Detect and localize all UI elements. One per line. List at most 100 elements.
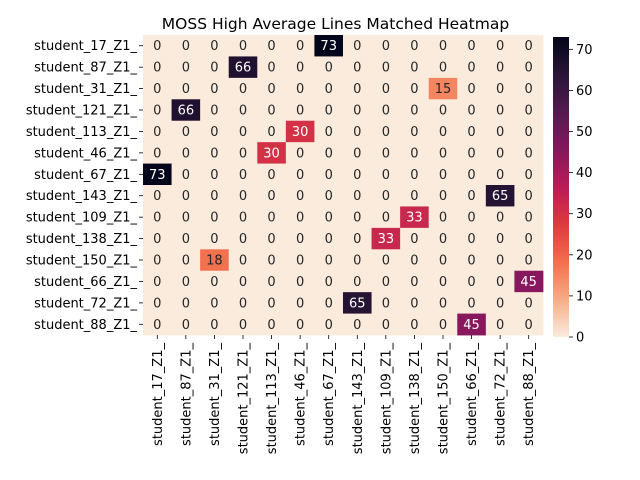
cell-value-label: 0 [410,82,418,97]
heatmap-cell [200,249,230,272]
cell-value-label: 0 [210,146,218,161]
cell-value-label: 0 [439,104,447,119]
cell-value-label: 0 [525,146,533,161]
colorbar-tick-label: 0 [576,331,584,346]
heatmap-cell [228,77,258,100]
heatmap-cell [314,249,344,272]
heatmap-cell [200,120,230,143]
cell-value-label: 0 [467,146,475,161]
y-tick-label: student_67_Z1_ [34,168,137,183]
heatmap-cell [228,206,258,229]
cell-value-label: 0 [239,82,247,97]
x-tick-labels: student_17_Z1_ student_87_Z1_ student_31_Z… [151,335,537,454]
heatmap-cell [342,142,372,164]
cell-value-label: 0 [182,189,190,204]
heatmap-cell [143,227,172,250]
heatmap-cell [342,270,372,293]
heatmap-cell [314,270,344,293]
heatmap-cell [428,163,458,186]
heatmap-cell [257,313,287,336]
cell-value-label: 0 [267,211,275,226]
heatmap-cell [400,249,430,272]
cell-value-label: 0 [496,254,504,269]
heatmap-cell [514,142,544,164]
heatmap-cell [371,99,401,122]
cell-value-label: 0 [439,146,447,161]
heatmap-cell [171,35,201,57]
heatmap-cell [457,77,487,100]
colorbar-tick-label: 30 [576,207,593,222]
heatmap-cell [285,313,315,336]
heatmap-cell [371,35,401,57]
cell-value-label: 0 [353,211,361,226]
cell-value-label: 73 [320,39,337,54]
cell-value-label: 0 [153,275,161,290]
cell-value-label: 0 [410,39,418,54]
cell-value-label: 0 [153,189,161,204]
heatmap-cell [457,163,487,186]
cell-value-label: 0 [439,296,447,311]
cell-value-label: 0 [239,275,247,290]
heatmap-cell [485,99,515,122]
heatmap-cell [285,56,315,79]
heatmap-cell [257,56,287,79]
cell-value-label: 0 [353,232,361,247]
cell-value-label: 0 [182,296,190,311]
cell-value-label: 0 [467,275,475,290]
heatmap-cell [400,163,430,186]
heatmap-cell [400,77,430,100]
heatmap-cell [171,227,201,250]
heatmap-cell [200,206,230,229]
cell-value-label: 0 [182,39,190,54]
cell-value-label: 0 [239,254,247,269]
cell-value-label: 0 [267,318,275,333]
cell-value-label: 65 [492,189,509,204]
heatmap-cell [171,292,201,314]
cell-value-label: 0 [153,146,161,161]
cell-value-label: 0 [210,104,218,119]
heatmap-cell [285,35,315,57]
x-tick-label: student_150_Z1_ [436,343,451,455]
cell-value-label: 0 [467,211,475,226]
cell-value-label: 0 [410,254,418,269]
x-tick-label: student_87_Z1_ [179,343,194,446]
cell-value-label: 0 [382,39,390,54]
y-tick-label: student_31_Z1_ [34,82,137,97]
y-tick-labels: student_17_Z1_ student_87_Z1_ student_31_Z… [26,39,143,333]
heatmap-cell [400,313,430,336]
cell-value-label: 0 [267,104,275,119]
heatmap-cell [228,227,258,250]
colorbar-tick-label: 50 [576,125,593,140]
cell-value-label: 0 [239,318,247,333]
x-tick-label: student_17_Z1_ [151,343,166,446]
heatmap-cell [171,270,201,293]
heatmap-cell [228,120,258,143]
cell-value-label: 73 [149,168,166,183]
heatmap-cell [514,270,544,293]
cell-value-label: 0 [525,168,533,183]
heatmap-cell [342,99,372,122]
cell-value-label: 0 [439,61,447,76]
heatmap-cell [514,292,544,314]
heatmap-cell [143,313,172,336]
cell-value-label: 0 [267,275,275,290]
cell-value-label: 0 [239,146,247,161]
heatmap-cell [314,185,344,207]
heatmap-cell [371,227,401,250]
heatmap-cell [143,270,172,293]
heatmap-cell [485,313,515,336]
cell-value-label: 0 [410,232,418,247]
cell-value-label: 0 [382,104,390,119]
cell-value-label: 0 [382,82,390,97]
cell-value-label: 0 [467,189,475,204]
heatmap-cell [314,35,344,57]
cell-value-label: 0 [525,318,533,333]
heatmap-cell [428,56,458,79]
heatmap-cell [428,120,458,143]
cell-value-label: 0 [182,82,190,97]
cell-value-label: 0 [325,82,333,97]
heatmap-cell [314,206,344,229]
heatmap-cell [143,206,172,229]
heatmap-cell [171,163,201,186]
